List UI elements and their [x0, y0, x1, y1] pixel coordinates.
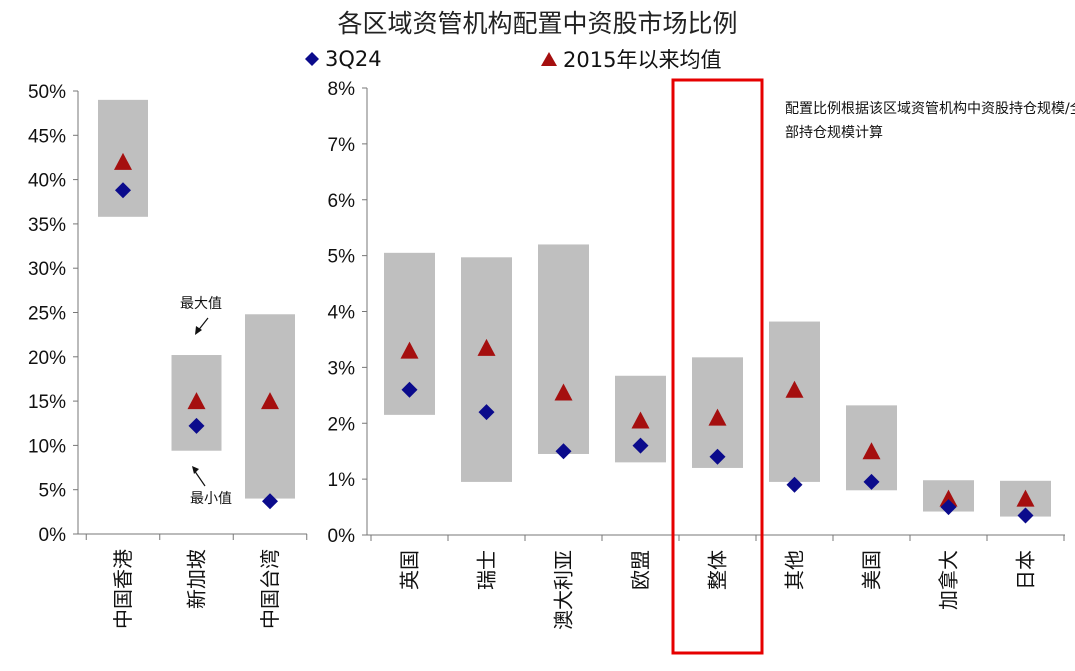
- category-label: 英国: [398, 550, 422, 590]
- q3-marker: [709, 448, 726, 465]
- y-tick-label: 6%: [328, 191, 356, 212]
- q3-marker: [632, 437, 649, 454]
- average-marker: [862, 442, 881, 460]
- chart-title: 各区域资管机构配置中资股市场比例: [337, 9, 738, 38]
- y-tick-label: 0%: [328, 526, 356, 547]
- min-annotation: 最小值: [190, 491, 232, 507]
- y-tick-label: 5%: [328, 247, 356, 268]
- max-arrow-head: [195, 326, 202, 335]
- average-marker: [554, 383, 573, 401]
- y-tick-label: 35%: [28, 215, 66, 236]
- min-arrow-head: [192, 466, 199, 474]
- legend-label-average: 2015年以来均值: [563, 48, 722, 72]
- diamond-legend-icon: [305, 47, 319, 71]
- legend-item-average: 2015年以来均值: [541, 45, 721, 73]
- q3-marker: [401, 381, 418, 398]
- y-tick-label: 15%: [28, 392, 66, 413]
- triangle-legend-icon: [541, 47, 557, 71]
- q3-marker: [188, 417, 205, 434]
- max-annotation: 最大值: [180, 296, 222, 312]
- category-label: 美国: [860, 550, 884, 590]
- category-label: 加拿大: [937, 550, 961, 610]
- y-tick-label: 30%: [28, 259, 66, 280]
- min-arrow-line: [193, 469, 206, 487]
- y-tick-label: 7%: [328, 135, 356, 156]
- y-tick-label: 50%: [28, 82, 66, 103]
- q3-marker: [940, 499, 957, 516]
- category-label: 整体: [706, 550, 730, 590]
- q3-marker: [262, 493, 278, 510]
- category-label: 新加坡: [185, 549, 209, 609]
- category-label: 中国香港: [111, 549, 135, 629]
- y-tick-label: 3%: [328, 358, 356, 379]
- y-tick-label: 0%: [39, 525, 67, 546]
- average-marker: [708, 408, 727, 426]
- y-tick-label: 45%: [28, 126, 66, 147]
- y-tick-label: 4%: [328, 303, 356, 324]
- q3-marker: [786, 476, 803, 493]
- category-label: 瑞士: [475, 550, 499, 590]
- average-marker: [785, 380, 804, 398]
- category-label: 其他: [783, 550, 807, 590]
- y-tick-label: 1%: [328, 470, 356, 491]
- y-tick-label: 20%: [28, 348, 66, 369]
- legend-item-3q24: 3Q24: [305, 45, 382, 73]
- average-marker: [261, 392, 279, 410]
- y-tick-label: 25%: [28, 304, 66, 325]
- range-bar-1: [461, 257, 512, 482]
- average-marker: [1016, 489, 1035, 507]
- average-marker: [939, 489, 958, 507]
- y-tick-label: 5%: [39, 481, 67, 502]
- q3-marker: [478, 404, 495, 421]
- category-label: 澳大利亚: [552, 550, 576, 630]
- y-tick-label: 10%: [28, 436, 66, 457]
- chart-note: 配置比例根据该区域资管机构中资股持仓规模/全部持仓规模计算: [785, 101, 1075, 141]
- average-marker: [400, 341, 419, 359]
- legend-label-3q24: 3Q24: [325, 47, 382, 71]
- y-tick-label: 8%: [328, 79, 356, 100]
- q3-marker: [1017, 507, 1034, 524]
- range-bar-2: [538, 244, 589, 454]
- average-marker: [114, 152, 132, 170]
- y-tick-label: 40%: [28, 171, 66, 192]
- highlight-box: [671, 78, 764, 655]
- category-label: 日本: [1014, 550, 1038, 590]
- q3-marker: [115, 182, 131, 199]
- range-bar-5: [769, 321, 820, 482]
- q3-marker: [555, 443, 572, 460]
- category-label: 欧盟: [629, 550, 653, 590]
- average-marker: [631, 411, 650, 429]
- average-marker: [477, 338, 496, 356]
- y-tick-label: 2%: [328, 414, 356, 435]
- category-label: 中国台湾: [258, 549, 282, 629]
- q3-marker: [863, 473, 880, 490]
- average-marker: [187, 392, 206, 410]
